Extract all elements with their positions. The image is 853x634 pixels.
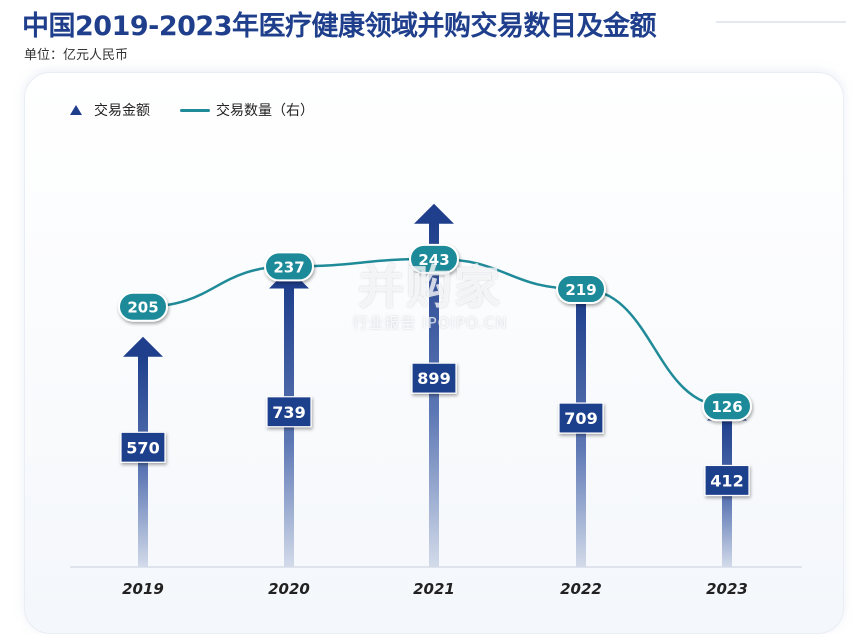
- chart-plot: 2019 2020 2021 2022 2023 570 739 899 709 412 205 2…: [70, 203, 802, 598]
- x-tick-label-2022: 2022: [560, 580, 602, 598]
- bar-value-label-2020: 739: [266, 396, 312, 428]
- count-bubble-2020: [264, 251, 314, 282]
- x-tick-label-2023: 2023: [706, 580, 748, 598]
- count-value-text-2022: 219: [565, 281, 596, 299]
- count-value-text-2019: 205: [127, 299, 158, 317]
- bar-value-box-2022: [558, 402, 604, 434]
- bar-value-text-2021: 899: [417, 369, 450, 388]
- count-value-label-2023: 126: [702, 391, 752, 422]
- count-value-label-2021: 243: [409, 243, 459, 274]
- x-tick-label-2019: 2019: [122, 580, 164, 598]
- legend-label-count: 交易数量（右）: [216, 103, 314, 119]
- legend-item-amount: 交易金额: [70, 100, 150, 120]
- count-value-text-2020: 237: [273, 258, 304, 276]
- count-value-text-2023: 126: [711, 398, 742, 416]
- bar-value-label-2022: 709: [558, 402, 604, 434]
- arrow-up-icon: [70, 105, 82, 115]
- bar-value-label-2021: 899: [411, 362, 457, 394]
- legend: 交易金额 交易数量（右）: [70, 99, 344, 121]
- bar-value-text-2020: 739: [272, 403, 305, 422]
- legend-label-amount: 交易金额: [94, 103, 150, 119]
- bar-value-box-2019: [120, 431, 166, 463]
- bar-value-label-2019: 570: [120, 431, 166, 463]
- count-value-label-2019: 205: [118, 291, 168, 322]
- title-divider: [716, 21, 846, 23]
- count-bubble-2023: [702, 391, 752, 422]
- unit-label: 单位：亿元人民币: [24, 48, 129, 63]
- x-tick-label-2020: 2020: [268, 580, 310, 598]
- bar-shaft-2021: [429, 222, 439, 567]
- count-value-text-2021: 243: [418, 251, 449, 269]
- bar-value-text-2023: 412: [710, 471, 743, 490]
- line-icon: [180, 108, 210, 112]
- chart-title: 中国2019-2023年医疗健康领域并购交易数目及金额: [22, 11, 657, 42]
- count-value-label-2022: 219: [556, 274, 606, 305]
- bar-arrowhead-2021: [414, 203, 454, 224]
- bar-value-box-2020: [266, 396, 312, 428]
- bar-value-label-2023: 412: [704, 464, 750, 497]
- x-tick-label-2021: 2021: [413, 580, 455, 598]
- bar-value-text-2019: 570: [126, 438, 159, 457]
- bar-value-box-2021: [411, 362, 457, 394]
- count-bubble-2021: [409, 243, 459, 274]
- count-bubble-2019: [118, 291, 168, 322]
- count-value-label-2020: 237: [264, 251, 314, 282]
- bar-arrowhead-2019: [123, 336, 163, 357]
- bar-value-box-2023: [704, 464, 750, 497]
- bar-value-text-2022: 709: [564, 409, 597, 428]
- count-bubble-2022: [556, 274, 606, 305]
- legend-item-count: 交易数量（右）: [180, 100, 314, 120]
